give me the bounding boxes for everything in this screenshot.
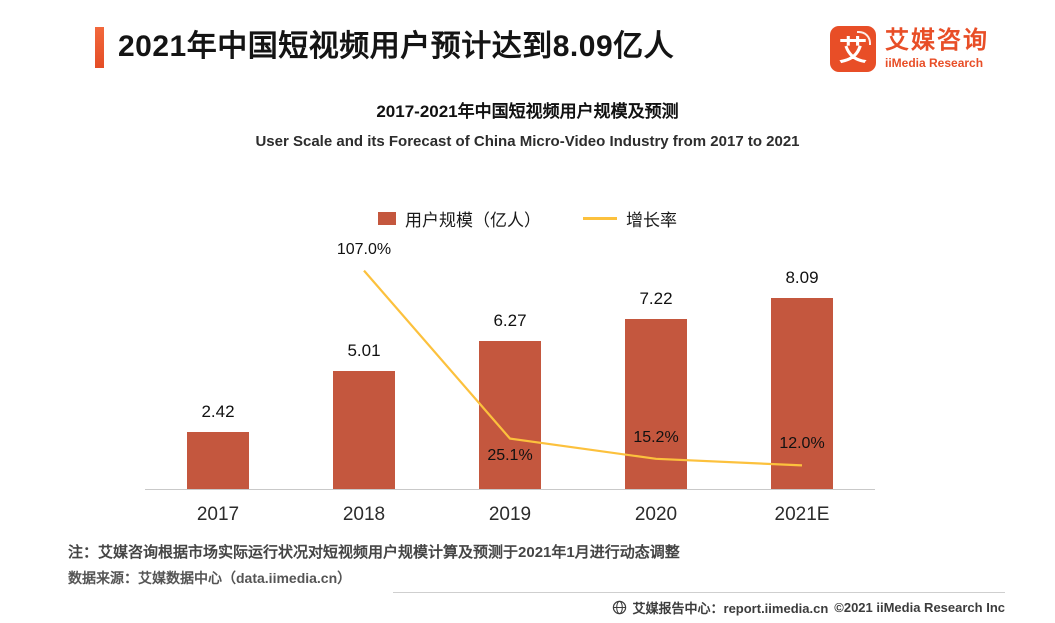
chart-note: 注：艾媒咨询根据市场实际运行状况对短视频用户规模计算及预测于2021年1月进行动… bbox=[68, 544, 680, 561]
growth-rate-label-2018: 107.0% bbox=[336, 240, 392, 258]
x-axis-label-2017: 2017 bbox=[196, 504, 240, 525]
bar-series-swatch bbox=[378, 212, 396, 225]
bar-value-label-2018: 5.01 bbox=[347, 340, 381, 360]
logo-name-en: iiMedia Research bbox=[885, 56, 984, 71]
chart-title-en: User Scale and its Forecast of China Mic… bbox=[255, 133, 800, 150]
legend-item-growth-rate: 增长率 bbox=[583, 206, 677, 231]
x-axis-label-2018: 2018 bbox=[342, 504, 386, 525]
x-axis-labels: 2017 2018 2019 2020 2021E bbox=[145, 504, 875, 528]
growth-rate-line bbox=[363, 269, 803, 467]
legend-label-user-scale: 用户规模（亿人） bbox=[405, 211, 541, 230]
logo-glyph: 艾 bbox=[838, 35, 867, 66]
growth-rate-label-2019: 25.1% bbox=[487, 446, 533, 464]
bar-value-label-2019: 6.27 bbox=[493, 311, 527, 331]
bar-value-label-2021E: 8.09 bbox=[785, 268, 819, 288]
bar-value-label-2017: 2.42 bbox=[201, 401, 235, 421]
chart-legend: 用户规模（亿人） 增长率 bbox=[0, 206, 1055, 231]
growth-rate-label-2020: 15.2% bbox=[633, 428, 679, 446]
legend-label-growth-rate: 增长率 bbox=[626, 211, 677, 230]
iimedia-logo: 艾 艾媒咨询 iiMedia Research bbox=[830, 26, 989, 72]
line-series-swatch bbox=[583, 217, 617, 220]
bar-2017 bbox=[187, 431, 249, 489]
plot-area: 2.42 5.01 6.27 7.22 8.09 107.0% 25.1% 15.2% 12.0… bbox=[145, 241, 875, 490]
x-axis-label-2019: 2019 bbox=[488, 504, 532, 525]
data-source: 数据来源：艾媒数据中心（data.iimedia.cn） bbox=[68, 570, 352, 586]
report-center-link[interactable]: 艾媒报告中心：report.iimedia.cn bbox=[632, 601, 829, 616]
growth-rate-label-2021E: 12.0% bbox=[779, 435, 825, 453]
copyright-text: ©2021 iiMedia Research Inc bbox=[834, 600, 1005, 615]
chart-title-cn: 2017-2021年中国短视频用户规模及预测 bbox=[376, 102, 679, 121]
bar-value-label-2020: 7.22 bbox=[639, 288, 673, 308]
globe-icon bbox=[612, 600, 627, 615]
iimedia-logo-icon: 艾 bbox=[830, 26, 876, 72]
page-title: 2021年中国短视频用户预计达到8.09亿人 bbox=[118, 30, 675, 63]
bar-2018 bbox=[333, 370, 395, 489]
bar-2021E bbox=[771, 298, 833, 489]
bottom-bar: 艾媒报告中心：report.iimedia.cn ©2021 iiMedia R… bbox=[393, 592, 1005, 617]
x-axis-label-2020: 2020 bbox=[634, 504, 678, 525]
logo-name-cn: 艾媒咨询 bbox=[885, 26, 989, 54]
x-axis-label-2021E: 2021E bbox=[774, 504, 830, 525]
logo-text: 艾媒咨询 iiMedia Research bbox=[885, 26, 989, 71]
legend-item-user-scale: 用户规模（亿人） bbox=[378, 206, 541, 231]
title-accent-bar bbox=[95, 27, 104, 68]
